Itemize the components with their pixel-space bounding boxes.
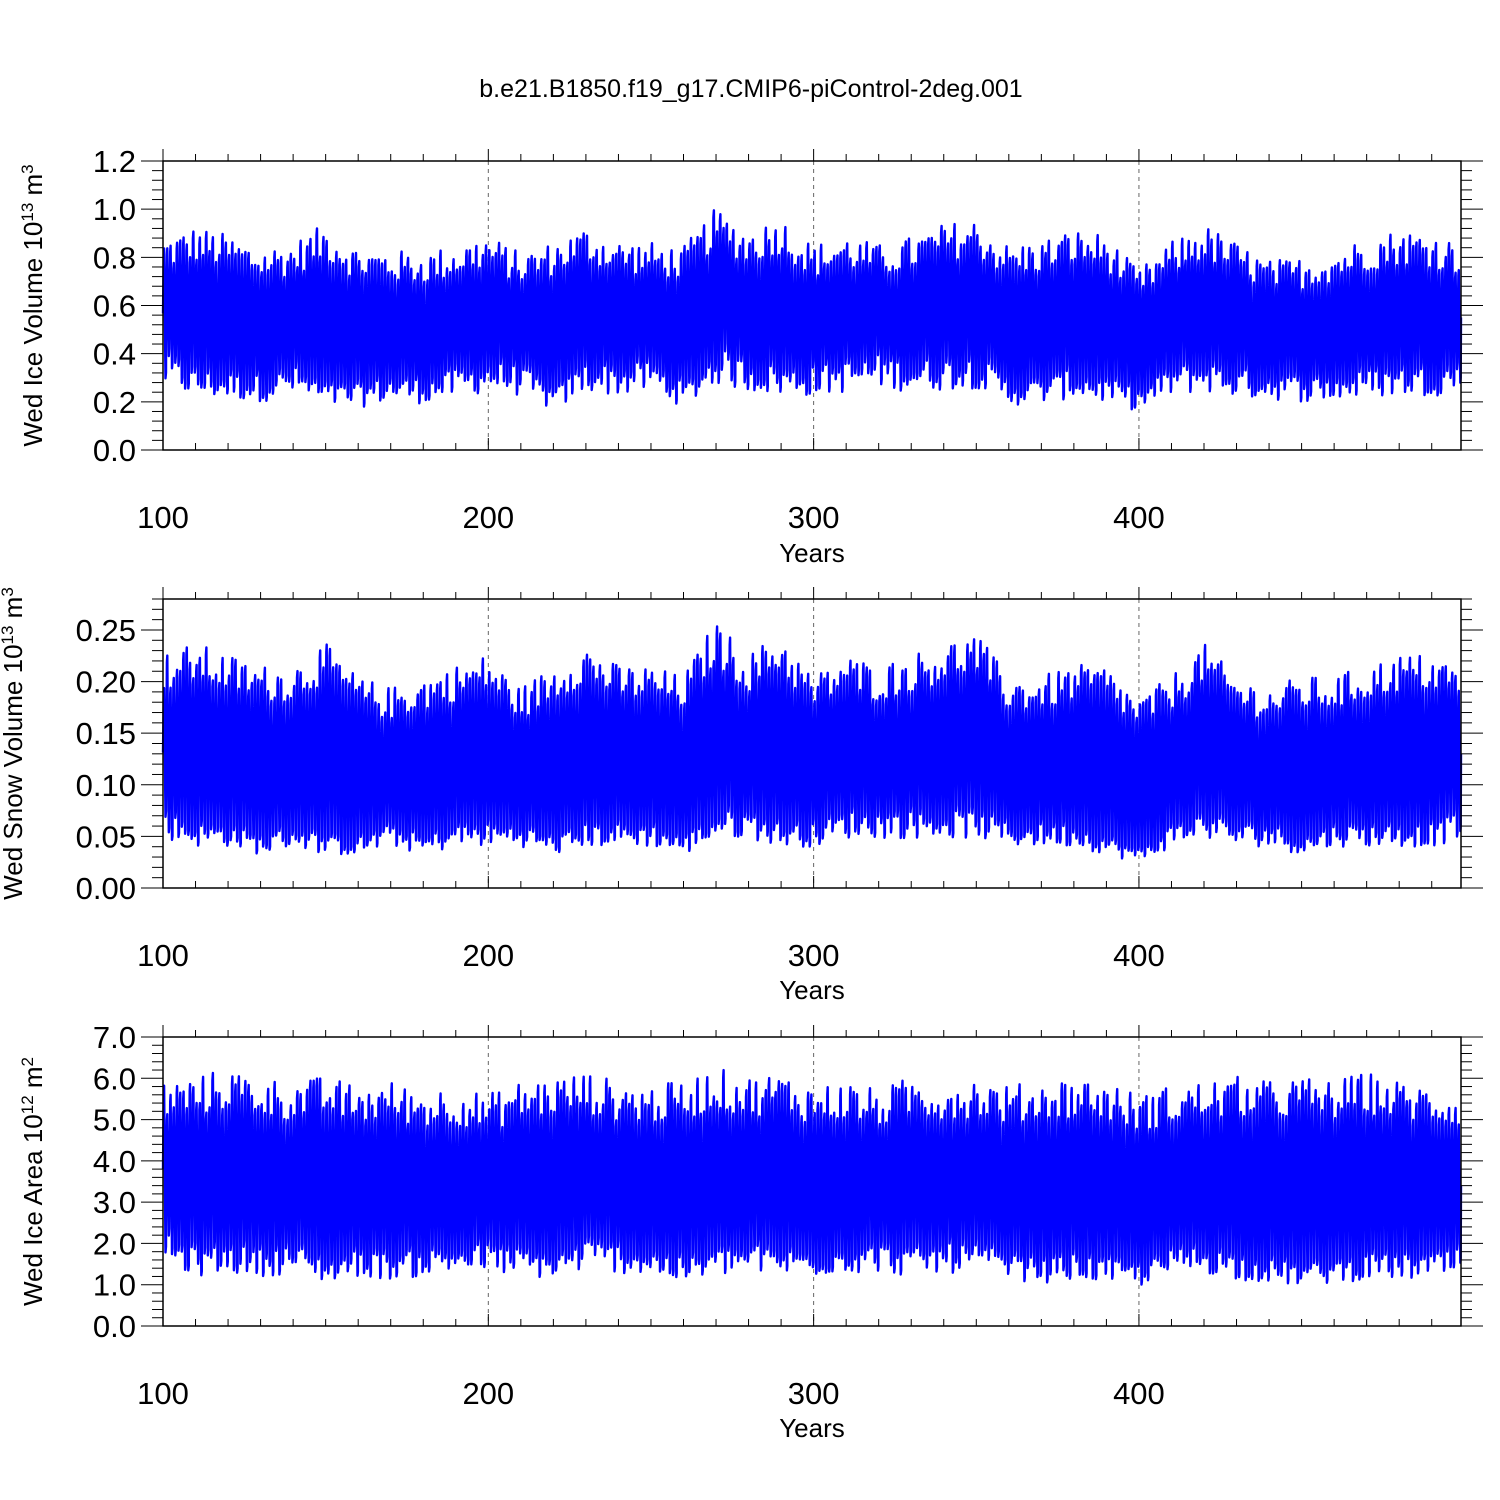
y-tick-label: 0.0 (93, 1309, 136, 1344)
panels: 100 200 300 400 0.0 0.2 0.4 0.6 0.8 1.0 1.2 Years We… (0, 144, 1483, 1443)
y-axis-title: Wed Ice Area 1012 m2 (18, 1057, 49, 1306)
panel-2: 100 200 300 400 0.00 0.05 0.10 0.15 0.20 0.25 Year… (0, 587, 1483, 1005)
x-tick-label: 400 (1113, 938, 1165, 973)
y-tick-label: 1.0 (93, 1268, 136, 1303)
x-tick-label: 400 (1113, 1376, 1165, 1411)
y-tick-label: 0.05 (76, 819, 136, 854)
y-tick-label: 0.20 (76, 665, 136, 700)
y-tick-label: 0.6 (93, 289, 136, 324)
x-tick-label: 100 (137, 1376, 189, 1411)
y-tick-label: 0.8 (93, 240, 136, 275)
x-tick-label: 200 (462, 1376, 514, 1411)
panel-1: 100 200 300 400 0.0 0.2 0.4 0.6 0.8 1.0 1.2 Years We… (18, 144, 1483, 568)
y-tick-label: 0.2 (93, 385, 136, 420)
x-tick-label: 400 (1113, 500, 1165, 535)
x-axis-title: Years (779, 1413, 845, 1443)
plot-frame (162, 1036, 1462, 1327)
y-tick-label: 7.0 (93, 1020, 136, 1055)
x-axis-title: Years (779, 538, 845, 568)
series-line-3-1 (161, 1068, 1463, 1286)
x-tick-label: 100 (137, 500, 189, 535)
y-tick-label: 0.10 (76, 768, 136, 803)
x-tick-label: 300 (788, 1376, 840, 1411)
y-tick-label: 0.0 (93, 433, 136, 468)
x-tick-label: 200 (462, 938, 514, 973)
figure-title: b.e21.B1850.f19_g17.CMIP6-piControl-2deg… (479, 75, 1022, 103)
y-tick-label: 2.0 (93, 1226, 136, 1261)
y-tick-label: 1.0 (93, 192, 136, 227)
y-tick-label: 0.25 (76, 613, 136, 648)
y-tick-label: 1.2 (93, 144, 136, 179)
y-tick-label: 3.0 (93, 1185, 136, 1220)
y-axis-title: Wed Snow Volume 1013 m3 (0, 587, 28, 900)
series-line-1-1 (161, 209, 1463, 411)
series-line-2-1 (161, 625, 1463, 860)
panel-3: 100 200 300 400 0.0 1.0 2.0 3.0 4.0 5.0 6.0 7.0 Year… (18, 1020, 1483, 1443)
y-tick-label: 0.00 (76, 871, 136, 906)
y-tick-label: 4.0 (93, 1144, 136, 1179)
y-tick-label: 5.0 (93, 1103, 136, 1138)
x-tick-label: 100 (137, 938, 189, 973)
x-tick-label: 300 (788, 500, 840, 535)
x-tick-label: 200 (462, 500, 514, 535)
x-tick-label: 300 (788, 938, 840, 973)
x-axis-title: Years (779, 975, 845, 1005)
y-tick-label: 0.4 (93, 337, 136, 372)
y-axis-title: Wed Ice Volume 1013 m3 (18, 164, 49, 446)
y-tick-label: 6.0 (93, 1061, 136, 1096)
y-tick-label: 0.15 (76, 716, 136, 751)
